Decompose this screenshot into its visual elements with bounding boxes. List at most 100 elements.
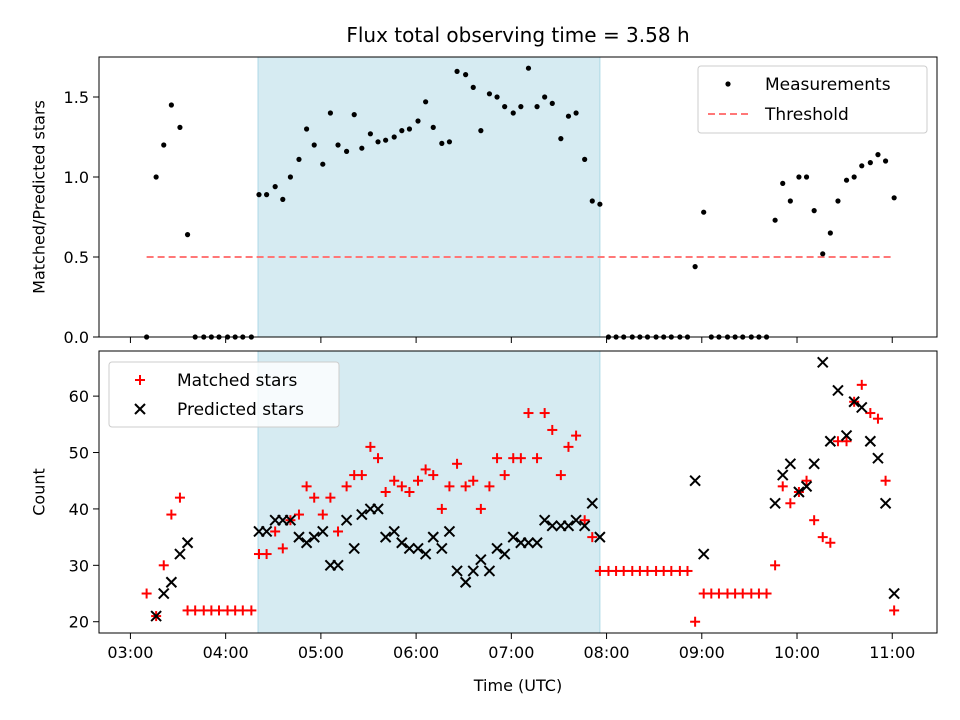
measurement-point	[470, 84, 476, 90]
measurement-point	[391, 134, 397, 140]
legend-marker-predicted	[134, 403, 146, 415]
predicted-star-point	[594, 531, 606, 543]
predicted-star-point	[308, 531, 320, 543]
predicted-star-point	[570, 514, 582, 526]
predicted-star-point	[174, 548, 186, 560]
predicted-star-point	[483, 565, 496, 577]
matched-star-point	[492, 453, 503, 464]
predicted-star-point	[507, 531, 519, 543]
measurement-point	[534, 104, 540, 110]
measurement-point	[320, 161, 326, 167]
measurement-point	[827, 230, 833, 236]
measurement-point	[486, 91, 493, 97]
matched-star-point	[785, 498, 796, 509]
predicted-star-point	[372, 503, 384, 515]
y-tick-label: 60	[69, 387, 89, 406]
measurement-point	[859, 163, 865, 169]
measurement-point	[463, 72, 469, 78]
measurement-point	[430, 124, 436, 130]
matched-star-point	[563, 441, 574, 452]
measurement-point	[446, 139, 453, 145]
matched-star-point	[237, 605, 248, 616]
predicted-star-point	[784, 458, 797, 470]
measurement-point	[335, 142, 341, 148]
matched-star-point	[523, 408, 534, 419]
matched-star-point	[579, 515, 590, 526]
measurement-point	[272, 184, 278, 190]
matched-star-point	[444, 481, 455, 492]
measurement-point	[597, 201, 603, 207]
observing-window-shade	[257, 56, 601, 338]
matched-star-point	[761, 588, 772, 599]
matched-star-point	[277, 543, 288, 554]
predicted-star-point	[356, 508, 368, 521]
measurement-point	[399, 128, 405, 134]
legend-box	[108, 361, 340, 428]
y-tick-label: 50	[69, 444, 89, 463]
matched-star-point	[484, 481, 495, 492]
measurement-point	[542, 94, 548, 100]
predicted-star-point	[848, 396, 860, 408]
measurement-point	[787, 198, 793, 204]
predicted-star-point	[300, 537, 313, 549]
y-tick-label: 1.5	[64, 88, 89, 107]
predicted-star-point	[181, 537, 194, 549]
matched-star-point	[690, 616, 701, 627]
plot-frame	[98, 350, 938, 634]
predicted-star-point	[491, 542, 503, 555]
measurement-point	[439, 140, 445, 146]
measurement-point	[780, 180, 786, 186]
legend-label-measurements: Measurements	[765, 75, 891, 95]
predicted-star-point	[546, 520, 558, 532]
measurement-point	[803, 174, 810, 180]
matched-star-point	[801, 475, 812, 486]
predicted-star-point	[260, 525, 273, 538]
matched-star-point	[475, 503, 486, 514]
legend: Matched stars Predicted stars	[108, 361, 340, 428]
x-tick-label: 09:00	[679, 643, 725, 662]
predicted-star-point	[158, 587, 170, 600]
predicted-star-point	[872, 452, 884, 464]
plot-frame	[98, 56, 938, 338]
matched-star-point	[872, 413, 883, 424]
measurement-point	[558, 136, 564, 142]
matched-star-point	[515, 453, 526, 464]
measurement-point	[280, 196, 286, 202]
measurement-point	[502, 104, 508, 110]
predicted-star-point	[348, 542, 360, 555]
y-axis-label: Count	[30, 468, 49, 516]
measurement-point	[287, 174, 294, 180]
measurement-point	[510, 110, 516, 116]
legend-label-predicted: Predicted stars	[177, 400, 304, 420]
panel-ratio: 0.0 0.5 1.0 1.5 Flux total observing time =…	[30, 23, 938, 347]
measurement-point	[311, 142, 317, 148]
predicted-star-point	[293, 531, 305, 543]
predicted-star-point	[793, 486, 805, 498]
measurement-point	[303, 126, 310, 132]
predicted-star-point	[165, 576, 178, 588]
measurement-point	[264, 192, 270, 198]
matched-star-point	[865, 408, 876, 419]
predicted-star-point	[817, 356, 829, 368]
predicted-star-point	[879, 497, 892, 509]
measurement-point	[184, 232, 191, 238]
measurement-point	[423, 99, 429, 105]
y-axis-ticks: 20 30 40 50 60	[69, 387, 99, 632]
matched-star-point	[587, 532, 598, 543]
x-tick-label: 11:00	[869, 643, 915, 662]
matched-star-point	[547, 424, 558, 435]
predicted-star-point	[388, 525, 400, 538]
chart-title: Flux total observing time = 3.58 h	[346, 23, 689, 47]
legend-marker-measurements	[725, 81, 731, 87]
y-axis-ticks: 0.0 0.5 1.0 1.5	[64, 88, 99, 347]
matched-star-point	[413, 475, 424, 486]
predicted-star-point	[443, 525, 456, 538]
predicted-star-point	[340, 514, 353, 526]
matched-star-point	[555, 470, 566, 481]
measurement-point	[478, 128, 484, 134]
matched-star-point	[356, 470, 367, 481]
measurement-point	[415, 118, 421, 124]
matched-star-point	[270, 526, 281, 537]
measurement-point	[343, 148, 350, 154]
matched-star-point	[841, 436, 852, 447]
